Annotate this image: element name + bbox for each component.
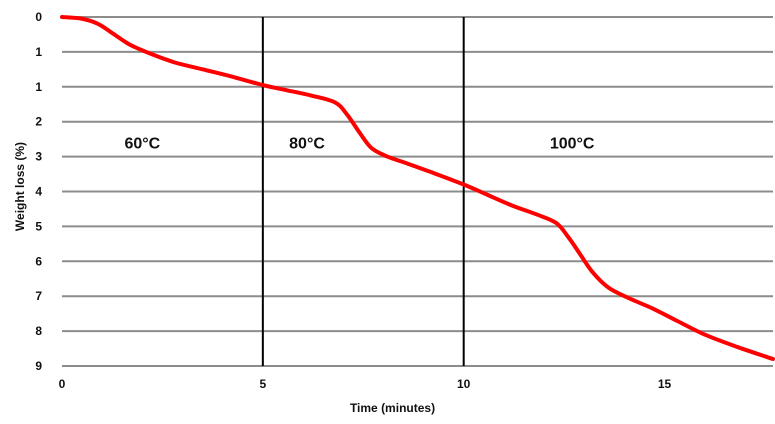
series-layer — [60, 15, 775, 362]
x-tick-label-0: 0 — [59, 377, 66, 391]
y-tick-label-6: 5 — [35, 219, 42, 233]
tick-labels-layer: 0 1 1 2 3 4 5 6 7 8 9 10 0 5 10 15 — [29, 0, 672, 391]
temperature-annotation-1: 80°C — [289, 136, 325, 153]
y-tick-label-11: 10 — [29, 0, 43, 3]
y-tick-label-5: 4 — [35, 185, 42, 199]
vertical-lines-layer — [261, 17, 465, 366]
x-axis-title: Time (minutes) — [350, 401, 435, 415]
y-axis-title: Weight loss (%) — [13, 142, 27, 231]
y-tick-label-1: 1 — [35, 45, 42, 59]
y-tick-label-4: 3 — [35, 150, 42, 164]
series-line-0 — [60, 15, 775, 362]
y-tick-label-0: 0 — [35, 10, 42, 24]
y-tick-label-8: 7 — [35, 289, 42, 303]
y-tick-label-9: 8 — [35, 324, 42, 338]
y-tick-label-3: 2 — [35, 115, 42, 129]
grid-layer — [62, 16, 773, 367]
x-tick-label-3: 15 — [658, 377, 672, 391]
temperature-annotation-2: 100°C — [550, 136, 595, 153]
y-tick-label-2: 1 — [35, 80, 42, 94]
x-tick-label-1: 5 — [260, 377, 267, 391]
y-tick-label-7: 6 — [35, 254, 42, 268]
annotations-layer: 60°C 80°C 100°C — [124, 136, 594, 153]
x-tick-label-2: 10 — [457, 377, 471, 391]
y-tick-label-10: 9 — [35, 359, 42, 373]
temperature-annotation-0: 60°C — [124, 136, 160, 153]
